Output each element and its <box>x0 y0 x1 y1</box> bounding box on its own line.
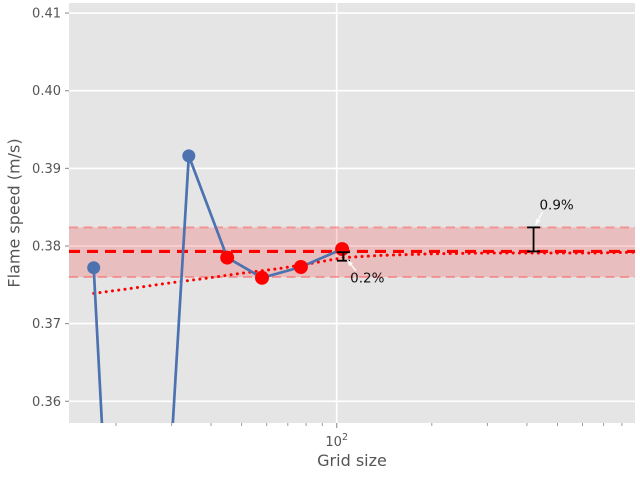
x-axis-label: Grid size <box>317 451 387 470</box>
extrapolation-fit-curve <box>92 250 635 295</box>
y-tick-label: 0.40 <box>32 84 61 99</box>
series-group <box>87 149 635 423</box>
fit-point-marker <box>220 250 235 265</box>
y-tick-label: 0.41 <box>32 7 61 22</box>
y-tick-label: 0.38 <box>32 240 61 255</box>
gridlines <box>69 3 635 423</box>
error-annotation-text: 0.9% <box>539 197 573 213</box>
error-annotation-text: 0.2% <box>350 270 384 286</box>
flame-speed-marker <box>87 261 101 275</box>
tick-labels: 0.36 0.37 0.38 0.39 0.40 0.41 102 <box>32 7 348 450</box>
flame-speed-marker <box>182 149 196 163</box>
error-bar: 0.9% <box>527 197 574 253</box>
y-axis-label: Flame speed (m/s) <box>4 138 24 288</box>
y-tick-label: 0.39 <box>32 162 61 177</box>
y-tick-label: 0.37 <box>32 317 61 332</box>
y-tick-label: 0.36 <box>32 395 61 410</box>
fit-point-marker <box>255 270 269 285</box>
ticks <box>65 12 623 428</box>
plot-panel <box>69 3 635 423</box>
annotation-arrow-head <box>347 260 353 267</box>
annotation-arrow-head <box>535 218 541 225</box>
fit-point-marker <box>293 260 308 274</box>
error-bar: 0.2% <box>336 251 385 286</box>
fit-point-marker <box>335 242 350 257</box>
x-major-tick-label: 102 <box>325 432 348 450</box>
